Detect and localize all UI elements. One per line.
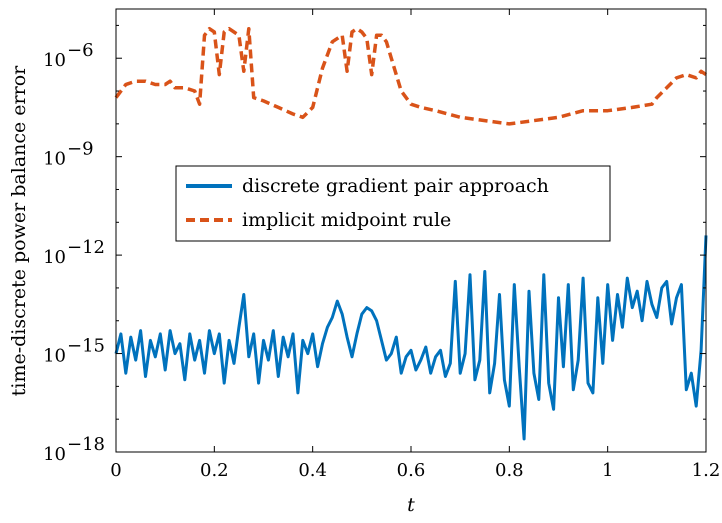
y-tick-label: 10	[43, 247, 66, 268]
y-tick-label: 10	[43, 149, 66, 170]
series-line-1	[114, 26, 707, 126]
x-tick-label: 0.6	[397, 460, 426, 481]
legend: discrete gradient pair approach implicit…	[175, 165, 611, 242]
x-tick-label: 1	[602, 460, 613, 481]
x-tick-label: 0.4	[298, 460, 327, 481]
y-tick-label: 10	[43, 50, 66, 71]
y-tick-exponent: −9	[67, 139, 94, 160]
y-axis-label: time-discrete power balance error	[8, 65, 30, 396]
series-layer	[114, 26, 708, 441]
x-tick-label: 0.8	[495, 460, 524, 481]
x-tick-label: 0	[110, 460, 121, 481]
y-tick-exponent: −6	[67, 40, 94, 61]
legend-box	[175, 165, 611, 242]
y-tick-exponent: −15	[67, 336, 105, 357]
legend-label-implicit-midpoint: implicit midpoint rule	[242, 209, 451, 231]
y-tick-label: 10	[43, 346, 66, 367]
y-tick-label: 10	[43, 444, 66, 465]
legend-label-discrete-gradient: discrete gradient pair approach	[242, 175, 549, 197]
y-tick-exponent: −12	[67, 237, 105, 258]
ticks-layer	[115, 9, 707, 453]
series-line-0	[114, 235, 708, 441]
x-tick-label: 0.2	[200, 460, 229, 481]
x-axis-label: t	[407, 494, 415, 516]
x-tick-label: 1.2	[692, 460, 721, 481]
y-tick-exponent: −18	[67, 434, 105, 455]
